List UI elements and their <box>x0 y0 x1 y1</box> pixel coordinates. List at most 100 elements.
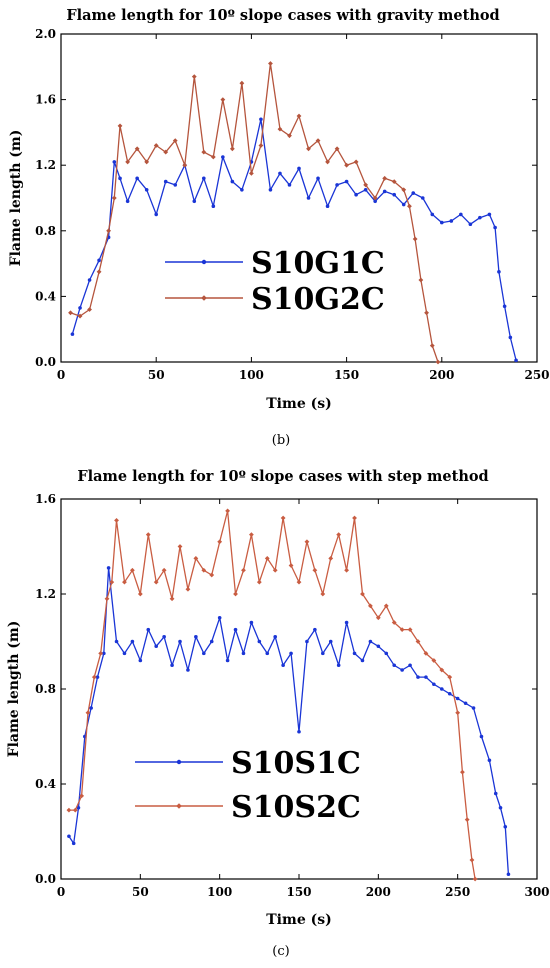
data-point <box>478 215 482 220</box>
data-point <box>178 639 182 644</box>
data-point <box>401 202 406 207</box>
x-tick-label: 50 <box>132 885 149 899</box>
data-point <box>210 154 216 160</box>
data-point <box>459 212 463 217</box>
data-point <box>363 182 369 188</box>
data-point <box>281 663 285 668</box>
data-point <box>497 270 501 274</box>
data-point <box>67 834 71 839</box>
chart-panel-step: Flame length for 10º slope cases with st… <box>6 468 550 959</box>
data-point <box>455 696 460 701</box>
data-point <box>382 189 387 194</box>
data-point <box>125 199 130 204</box>
data-point <box>344 567 349 573</box>
data-point <box>182 162 188 168</box>
series-s10s2c <box>66 508 478 882</box>
data-point <box>429 343 435 348</box>
y-tick-label: 0.0 <box>35 355 56 369</box>
data-point <box>257 639 262 644</box>
data-point <box>297 166 301 171</box>
data-point <box>383 603 389 609</box>
data-point <box>440 220 444 225</box>
data-point <box>192 199 197 204</box>
legend-marker <box>201 295 207 301</box>
data-point <box>70 332 75 336</box>
data-point <box>163 179 168 184</box>
data-point <box>447 674 453 680</box>
data-point <box>487 758 492 763</box>
data-point <box>258 143 264 148</box>
data-point <box>430 212 435 217</box>
data-point <box>229 146 235 152</box>
data-point <box>287 133 292 139</box>
data-point <box>249 620 254 625</box>
data-point <box>161 567 167 573</box>
legend-marker <box>176 803 182 809</box>
data-point <box>193 555 199 561</box>
data-point <box>268 188 273 192</box>
data-point <box>384 651 389 656</box>
y-tick-label: 1.6 <box>35 93 56 107</box>
series-line <box>68 567 510 875</box>
data-point <box>401 187 407 193</box>
data-point <box>334 146 340 152</box>
data-point <box>352 515 357 521</box>
data-point <box>399 627 405 633</box>
data-point <box>137 591 143 597</box>
data-point <box>400 668 404 672</box>
data-point <box>85 710 91 716</box>
data-point <box>138 658 143 663</box>
data-point <box>89 706 93 710</box>
data-point <box>117 123 123 129</box>
chart-title: Flame length for 10º slope cases with st… <box>77 468 488 485</box>
data-point <box>112 160 117 164</box>
data-point <box>460 769 465 775</box>
data-point <box>424 310 429 316</box>
data-point <box>68 310 73 316</box>
data-point <box>368 603 373 609</box>
data-point <box>471 706 476 710</box>
data-point <box>449 219 454 223</box>
data-point <box>315 138 321 143</box>
data-point <box>312 567 318 573</box>
data-point <box>268 61 273 66</box>
data-point <box>325 204 330 208</box>
legend-label: S10G1C <box>251 246 385 281</box>
data-point <box>493 791 498 796</box>
plot-frame <box>60 33 538 363</box>
data-point <box>125 159 131 165</box>
data-point <box>288 563 294 568</box>
legend-label: S10S1C <box>231 746 361 781</box>
data-point <box>220 97 226 102</box>
data-point <box>79 793 85 799</box>
data-point <box>305 639 309 644</box>
data-point <box>382 175 388 181</box>
data-point <box>96 269 102 275</box>
data-point <box>256 579 262 585</box>
data-point <box>104 596 110 602</box>
data-point <box>455 710 461 716</box>
x-tick-label: 200 <box>429 368 454 382</box>
data-point <box>272 567 278 573</box>
series-line <box>70 62 439 363</box>
data-point <box>118 176 122 181</box>
data-point <box>353 159 359 165</box>
data-point <box>415 639 421 644</box>
x-tick-label: 0 <box>57 368 65 382</box>
x-tick-label: 300 <box>524 885 549 899</box>
data-point <box>185 586 191 592</box>
data-point <box>77 313 83 319</box>
data-point <box>114 517 119 523</box>
data-point <box>239 80 245 86</box>
data-point <box>420 196 425 200</box>
data-point <box>407 203 412 209</box>
data-point <box>273 634 278 639</box>
data-point <box>249 532 254 538</box>
data-point <box>336 532 342 538</box>
data-point <box>508 335 513 340</box>
data-point <box>172 138 178 143</box>
legend-label: S10G2C <box>251 282 385 317</box>
data-point <box>344 162 349 168</box>
data-point <box>321 651 325 656</box>
